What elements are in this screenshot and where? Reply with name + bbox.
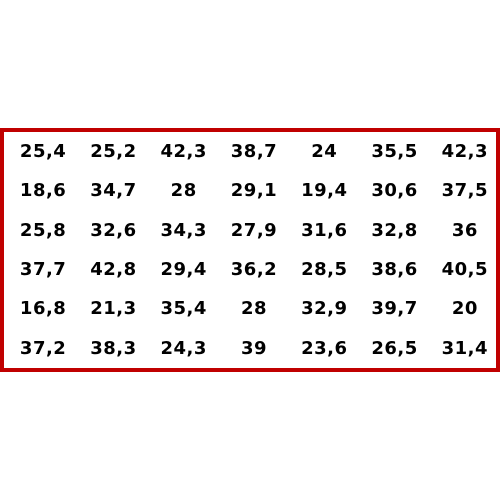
table-cell: 42,3 [441, 141, 489, 163]
table-cell: 32,9 [301, 298, 348, 320]
table-cell: 28,5 [301, 259, 348, 281]
table-cell: 25,4 [19, 141, 67, 163]
table-cell: 31,6 [301, 219, 348, 241]
table-cell: 21,3 [90, 298, 137, 320]
table-cell: 38,3 [90, 337, 137, 359]
table-cell: 40,5 [441, 259, 489, 281]
table-cell: 36 [451, 219, 478, 241]
table-cell: 36,2 [230, 259, 278, 281]
table-cell: 37,5 [441, 180, 489, 202]
table-cell: 39,7 [371, 298, 418, 320]
table-cell: 16,8 [19, 298, 67, 320]
table-cell: 23,6 [301, 337, 348, 359]
table-cell: 24,3 [160, 337, 207, 359]
table-cell: 28 [240, 298, 268, 320]
table-cell: 32,8 [371, 219, 418, 241]
table-cell: 25,2 [90, 141, 137, 163]
table-cell: 37,7 [19, 259, 67, 281]
table-cell: 42,8 [90, 259, 137, 281]
table-cell: 39 [240, 337, 268, 359]
data-table-frame: 25,4 25,2 42,3 38,7 24 35,5 42,3 18,6 34… [0, 128, 500, 372]
data-table: 25,4 25,2 42,3 38,7 24 35,5 42,3 18,6 34… [8, 132, 500, 368]
table-cell: 34,3 [160, 219, 207, 241]
table-cell: 18,6 [19, 180, 67, 202]
table-cell: 35,4 [160, 298, 207, 320]
table-cell: 25,8 [19, 219, 67, 241]
table-cell: 38,6 [371, 259, 418, 281]
table-cell: 30,6 [371, 180, 418, 202]
table-cell: 38,7 [230, 141, 278, 163]
table-cell: 29,1 [230, 180, 278, 202]
table-cell: 34,7 [90, 180, 137, 202]
table-cell: 31,4 [441, 337, 489, 359]
table-cell: 37,2 [19, 337, 67, 359]
table-cell: 26,5 [371, 337, 418, 359]
table-cell: 19,4 [301, 180, 348, 202]
table-cell: 20 [451, 298, 478, 320]
table-cell: 35,5 [371, 141, 418, 163]
table-cell: 32,6 [90, 219, 137, 241]
table-cell: 42,3 [160, 141, 207, 163]
table-cell: 24 [311, 141, 338, 163]
table-cell: 27,9 [230, 219, 278, 241]
table-cell: 28 [170, 180, 197, 202]
table-cell: 29,4 [160, 259, 207, 281]
